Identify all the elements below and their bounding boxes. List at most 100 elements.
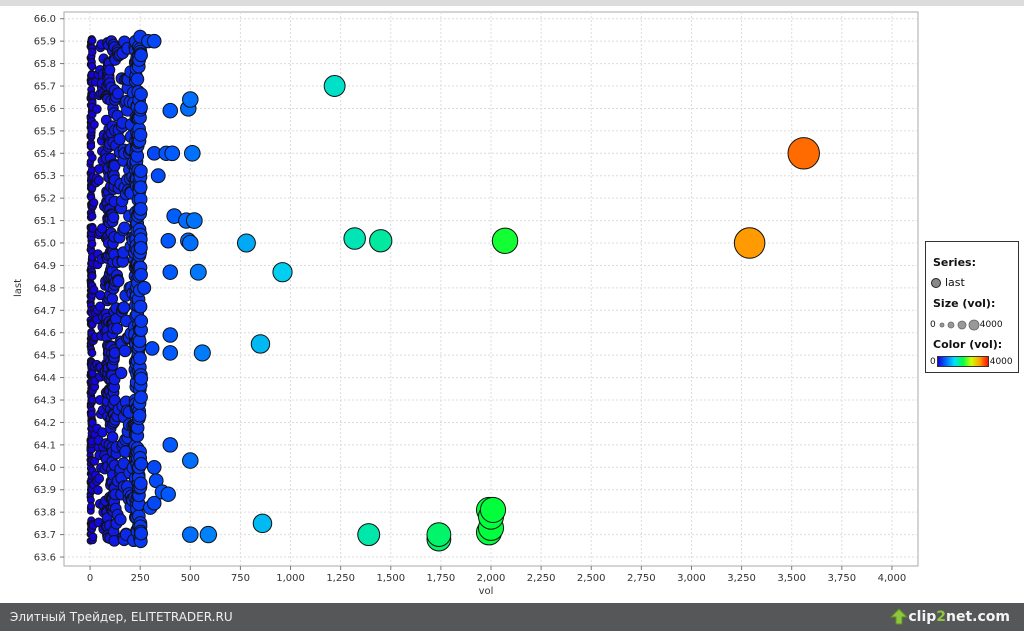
data-point-large: [160, 486, 176, 502]
chart-area: 0 250 500 750 1,000 1,250 1,500 1,750 2,000 2,250…: [0, 6, 1024, 603]
data-point-large: [146, 33, 162, 49]
x-tick-label: 3,750: [828, 573, 857, 584]
x-tick-label: 3,000: [677, 573, 706, 584]
data-point-large: [164, 145, 181, 162]
y-tick-label: 65.4: [34, 149, 56, 160]
data-point: [87, 239, 97, 249]
data-point-large: [162, 264, 179, 280]
data-point: [111, 87, 124, 100]
y-tick-label: 65.2: [34, 194, 56, 205]
y-tick-label: 64.3: [34, 396, 56, 407]
data-point: [92, 104, 102, 114]
data-point-large: [144, 341, 160, 356]
brand-logo: clip2net.com: [890, 608, 1010, 626]
x-tick-label: 0: [87, 573, 93, 584]
data-point: [133, 351, 147, 366]
data-point: [97, 223, 108, 234]
y-tick-label: 64.6: [34, 328, 56, 339]
data-point-large: [183, 144, 201, 162]
data-point-large: [185, 212, 203, 229]
data-point: [87, 142, 96, 151]
data-point: [114, 513, 127, 526]
legend-size-max: 4000: [979, 320, 1003, 330]
data-point-large: [787, 137, 820, 170]
data-point-large: [162, 102, 179, 119]
x-tick-label: 2,500: [577, 573, 606, 584]
data-point: [134, 87, 148, 102]
y-axis-label: last: [13, 279, 24, 297]
y-tick-label: 65.8: [34, 59, 56, 70]
data-point-large: [272, 262, 293, 283]
y-tick-label: 64.5: [34, 351, 56, 362]
data-point: [88, 36, 97, 45]
data-point-large: [182, 234, 199, 252]
data-point-large: [193, 344, 211, 362]
legend-series-title: Series:: [933, 256, 976, 269]
legend-series-marker-icon: [931, 277, 941, 288]
y-tick-label: 64.7: [34, 306, 56, 317]
y-tick-label: 65.3: [34, 171, 56, 182]
data-point: [88, 212, 97, 221]
y-tick-label: 65.9: [34, 37, 56, 48]
legend: Series: last Size (vol): 0 4000 Color (v…: [925, 241, 1019, 373]
x-tick-label: 2,000: [477, 573, 506, 584]
data-point-large: [182, 452, 199, 469]
data-point: [89, 285, 99, 295]
data-point: [88, 224, 97, 233]
data-point: [88, 532, 98, 542]
data-point-large: [146, 459, 162, 475]
data-point: [87, 62, 97, 71]
y-axis-ticks: 63.6 63.7 63.8 63.9 64.0 64.1 64.2 64.3 64.4 64.5…: [34, 14, 64, 564]
x-tick-label: 4,000: [878, 573, 907, 584]
x-tick-label: 1,500: [376, 573, 405, 584]
data-point-large: [182, 526, 199, 543]
data-point-large: [369, 229, 393, 253]
x-tick-label: 750: [231, 573, 250, 584]
x-tick-label: 1,000: [276, 573, 305, 584]
x-tick-label: 3,250: [727, 573, 756, 584]
data-point-large: [343, 227, 366, 250]
data-point: [94, 164, 104, 175]
y-tick-label: 66.0: [34, 14, 56, 25]
y-tick-label: 65.5: [34, 126, 56, 137]
data-point: [133, 299, 148, 314]
data-point-large: [733, 227, 766, 259]
x-tick-label: 2,250: [527, 573, 556, 584]
y-tick-label: 64.0: [34, 463, 56, 474]
data-point-large: [150, 168, 166, 184]
data-point-large: [162, 437, 179, 453]
data-point: [134, 100, 148, 115]
data-point: [115, 366, 128, 380]
data-point-large: [189, 263, 207, 281]
y-tick-label: 63.6: [34, 553, 56, 564]
data-point: [104, 64, 116, 76]
legend-size-scale: 0 4000: [930, 318, 1003, 332]
data-point: [134, 390, 148, 405]
data-point: [95, 301, 106, 312]
data-point-large: [162, 327, 179, 343]
data-point: [134, 371, 149, 386]
data-point: [111, 322, 124, 335]
data-point: [133, 476, 148, 491]
y-tick-label: 63.7: [34, 530, 56, 541]
upload-arrow-icon: [890, 608, 909, 625]
data-point-large: [357, 523, 381, 547]
data-point: [94, 473, 105, 484]
data-point: [134, 526, 149, 541]
data-point: [108, 347, 121, 359]
data-points: [86, 29, 820, 552]
y-tick-label: 64.1: [34, 440, 56, 451]
data-point: [130, 72, 145, 86]
data-point: [87, 348, 97, 358]
data-point: [89, 120, 99, 130]
legend-color-gradient: [936, 356, 989, 367]
data-point: [93, 175, 104, 186]
legend-color-scale: 0 4000: [930, 356, 1013, 367]
y-tick-label: 65.0: [34, 239, 56, 250]
data-point: [133, 164, 148, 178]
data-point: [133, 240, 148, 255]
y-tick-label: 65.1: [34, 216, 56, 227]
data-point-large: [199, 525, 218, 544]
legend-color-title: Color (vol):: [933, 338, 1003, 351]
brand-text: clip2net.com: [908, 609, 1010, 625]
